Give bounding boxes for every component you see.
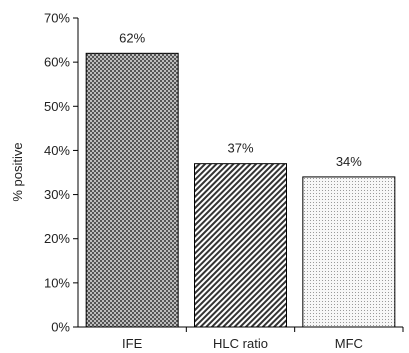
category-label: HLC ratio — [213, 336, 268, 351]
data-label: 62% — [119, 30, 145, 45]
data-label: 34% — [336, 154, 362, 169]
bars — [85, 52, 396, 328]
bar-hlc-ratio — [194, 163, 287, 328]
bar-mfc — [302, 176, 396, 328]
category-label: IFE — [122, 336, 143, 351]
y-tick-label: 50% — [44, 99, 70, 114]
y-tick-label: 40% — [44, 143, 70, 158]
bar-ife — [85, 52, 179, 328]
y-axis: 0% 10% 20% 30% 40% 50% 60% 70% — [44, 11, 78, 335]
data-label: 37% — [227, 141, 253, 156]
y-tick-label: 30% — [44, 187, 70, 202]
y-tick-label: 0% — [51, 320, 70, 335]
data-labels: 62% 37% 34% — [119, 30, 362, 169]
category-label: MFC — [335, 336, 363, 351]
y-axis-title: % positive — [10, 142, 25, 201]
y-tick-label: 20% — [44, 231, 70, 246]
y-tick-label: 70% — [44, 11, 70, 26]
y-tick-label: 10% — [44, 275, 70, 290]
x-axis: IFE HLC ratio MFC — [122, 327, 404, 351]
y-tick-label: 60% — [44, 55, 70, 70]
